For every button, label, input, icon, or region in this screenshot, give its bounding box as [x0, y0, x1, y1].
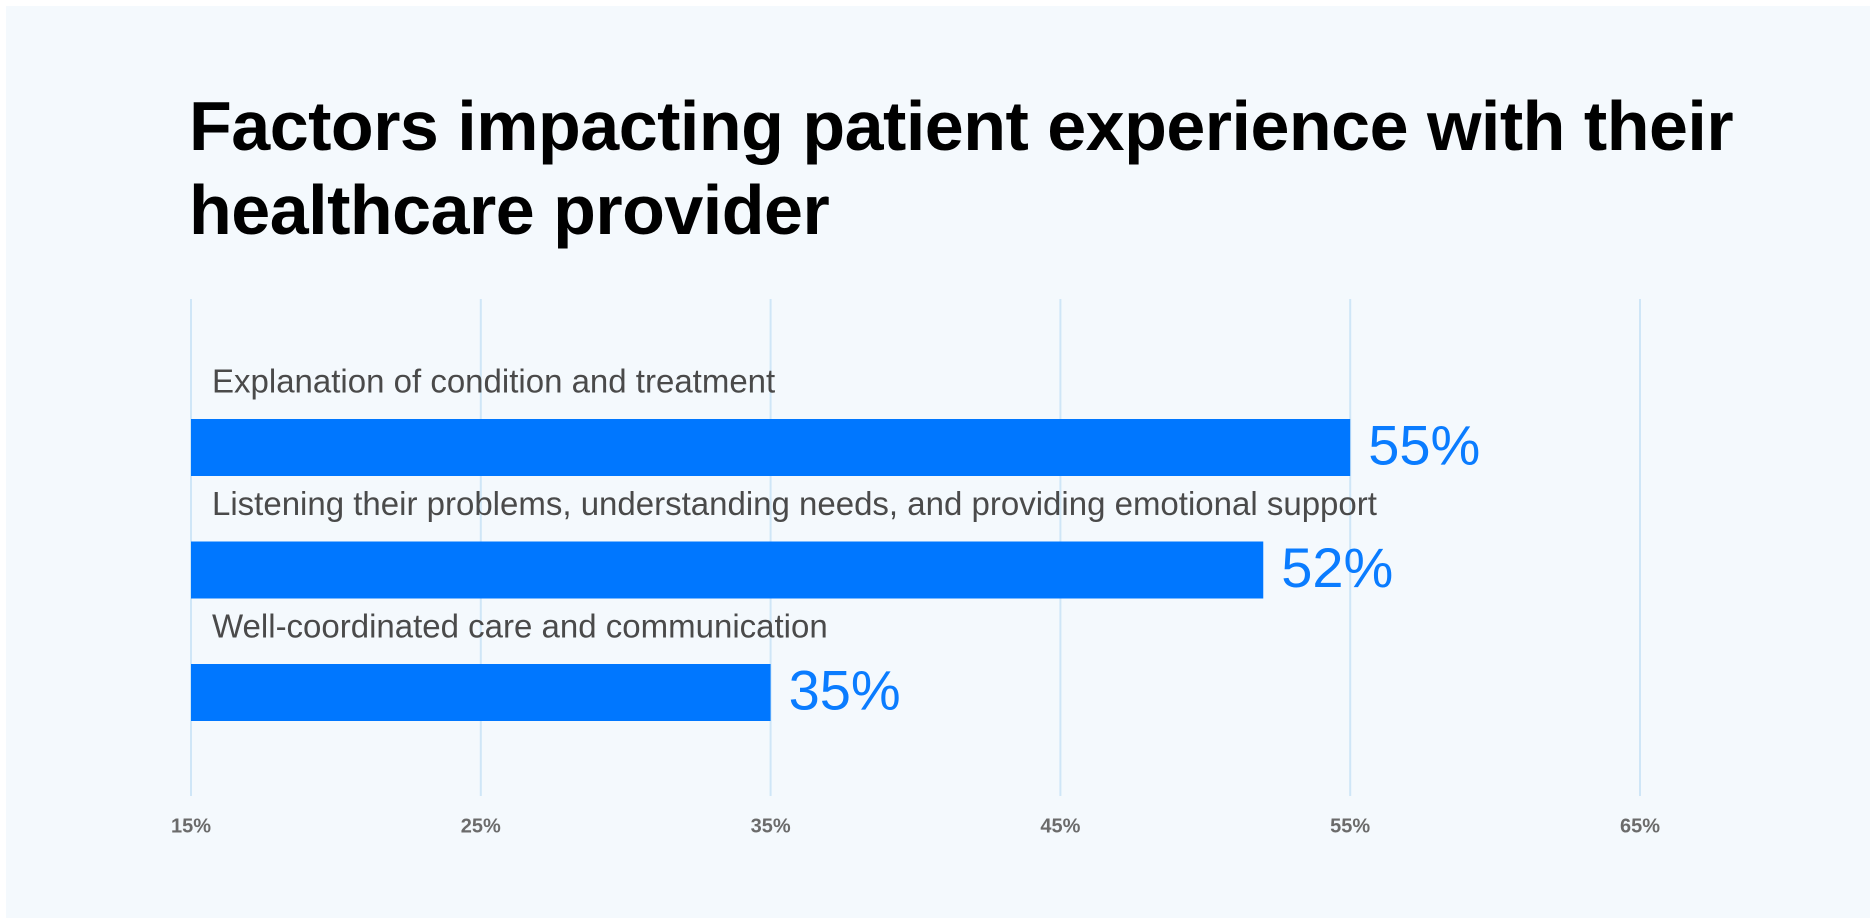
x-tick-label: 25% — [461, 815, 501, 837]
bar — [191, 541, 1264, 599]
x-tick-label: 65% — [1620, 815, 1660, 837]
x-tick-label: 45% — [1040, 815, 1080, 837]
x-tick-label: 15% — [171, 815, 211, 837]
x-tick-label: 35% — [751, 815, 791, 837]
value-label: 52% — [1281, 536, 1393, 599]
category-label: Explanation of condition and treatment — [212, 363, 775, 400]
value-label: 35% — [789, 658, 901, 721]
chart-title: Factors impacting patient experience wit… — [189, 87, 1734, 249]
bar — [191, 419, 1351, 476]
x-tick-label: 55% — [1330, 815, 1370, 837]
bar — [191, 664, 771, 721]
category-label: Listening their problems, understanding … — [212, 485, 1377, 522]
category-label: Well-coordinated care and communication — [212, 608, 828, 645]
value-label: 55% — [1368, 413, 1480, 476]
